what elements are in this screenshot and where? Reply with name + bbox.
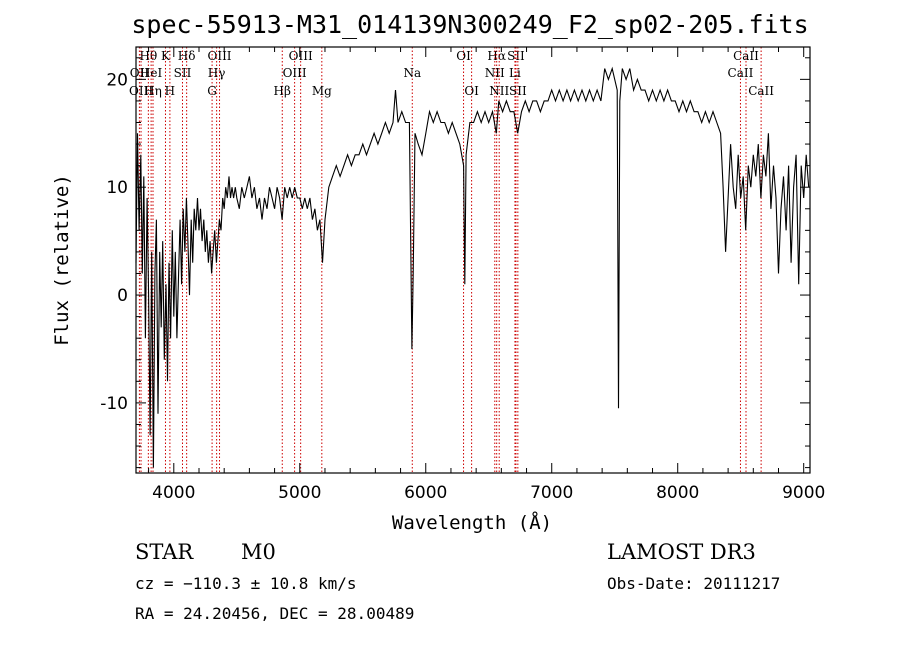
marker-label: NII xyxy=(489,84,509,98)
marker-label: OIII xyxy=(129,84,153,98)
marker-label: Hβ xyxy=(274,84,291,98)
x-tick-label: 7000 xyxy=(530,483,573,503)
x-axis: 4000 5000 6000 7000 8000 9000 xyxy=(148,47,825,503)
spectrum-line xyxy=(135,66,810,468)
marker-label: OIII xyxy=(207,49,231,63)
marker-label: OII xyxy=(130,66,150,80)
x-tick-label: 9000 xyxy=(782,483,825,503)
object-class: STAR xyxy=(135,540,194,564)
plot-frame xyxy=(135,46,811,474)
marker-label: G xyxy=(207,84,217,98)
marker-label: Li xyxy=(509,66,521,80)
marker-label: HeI xyxy=(140,66,163,80)
x-tick-label: 6000 xyxy=(404,483,447,503)
marker-label: OI xyxy=(464,84,479,98)
chart-title: spec-55913-M31_014139N300249_F2_sp02-205… xyxy=(131,10,808,39)
marker-label: Hδ xyxy=(178,49,196,63)
marker-label: OI xyxy=(456,49,471,63)
redshift-velocity: cz = −110.3 ± 10.8 km/s xyxy=(135,574,357,593)
marker-label: Hα xyxy=(487,49,506,63)
coordinates: RA = 24.20456, DEC = 28.00489 xyxy=(135,604,415,623)
y-tick-label: -10 xyxy=(100,394,128,414)
marker-label: Hγ xyxy=(208,66,226,80)
marker-label: Mg xyxy=(312,84,332,98)
marker-label: K xyxy=(161,49,171,63)
y-axis: -10 0 10 20 xyxy=(100,57,810,469)
y-axis-label: Flux (relative) xyxy=(51,174,73,346)
survey-name: LAMOST DR3 xyxy=(607,540,756,564)
marker-label: Hθ xyxy=(139,49,157,63)
y-tick-label: 0 xyxy=(117,286,128,306)
marker-label: SII xyxy=(507,49,525,63)
marker-label: H xyxy=(165,84,175,98)
observation-date: Obs-Date: 20111217 xyxy=(607,574,781,593)
marker-label: CaII xyxy=(748,84,774,98)
marker-label: OIII xyxy=(283,66,307,80)
y-tick-label: 20 xyxy=(106,70,128,90)
marker-label: SII xyxy=(509,84,527,98)
y-tick-label: 10 xyxy=(106,178,128,198)
x-tick-label: 5000 xyxy=(278,483,321,503)
spectrum-series xyxy=(135,66,810,468)
marker-label: OIII xyxy=(289,49,313,63)
x-axis-label: Wavelength (Å) xyxy=(392,511,552,534)
marker-label: CaII xyxy=(733,49,759,63)
x-tick-label: 8000 xyxy=(656,483,699,503)
object-subclass: M0 xyxy=(241,540,276,564)
marker-label: Na xyxy=(403,66,421,80)
marker-label: NII xyxy=(485,66,505,80)
marker-label: Hη xyxy=(144,84,162,98)
x-tick-label: 4000 xyxy=(152,483,195,503)
marker-label: SII xyxy=(174,66,192,80)
marker-label: CaII xyxy=(728,66,754,80)
